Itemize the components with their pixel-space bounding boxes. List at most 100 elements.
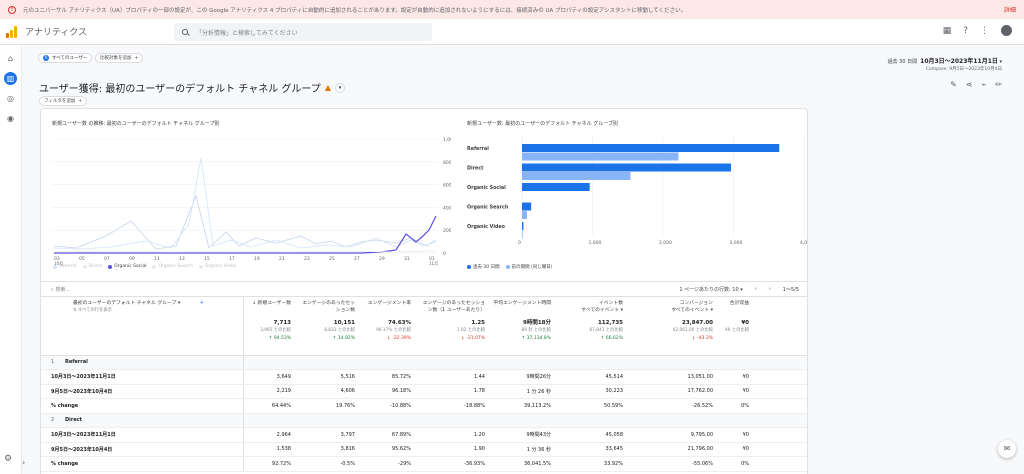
table-cell: 1.20 (415, 427, 489, 443)
segment-letter-icon: A (43, 55, 49, 61)
table-row: 9月5日～2023年10月4日 2,219 4,606 96.18% 1.78 1 分 2… (41, 384, 807, 399)
plus-icon: + (134, 55, 139, 61)
table-cell: 33.92% (555, 456, 627, 472)
table-cell: 95.62% (359, 442, 415, 457)
date-range-compare: Compare: 9月5日～2023年10月4日 (925, 67, 1002, 72)
banner-detail-link[interactable]: 詳細 (1003, 7, 1016, 14)
x-tick-label: 31 (404, 256, 410, 262)
table-cell: -36.93% (415, 456, 489, 472)
table-cell: 1 分 26 秒 (489, 384, 555, 399)
bar-current[interactable] (522, 202, 532, 211)
apps-grid-icon[interactable]: ▦ (942, 25, 952, 36)
warning-triangle-icon[interactable]: ▲ (324, 83, 331, 92)
table-search-input[interactable]: ⌕ 検索... (51, 286, 679, 293)
title-dropdown-icon[interactable]: ▾ (334, 82, 345, 93)
left-nav-rail: ⌂ ▥ ◎ ◉ ⚙ (0, 45, 22, 474)
legend-item-direct[interactable]: Direct (82, 264, 102, 269)
row-label: % change (41, 456, 244, 472)
table-cell: 19.76% (295, 398, 359, 414)
bar-current[interactable] (522, 183, 590, 191)
feedback-chat-icon[interactable]: ✉ (998, 440, 1016, 458)
advertising-icon[interactable]: ◉ (7, 114, 14, 123)
total-cell: 10,151 8,833 との比較 ↑ 14.92% (295, 317, 359, 356)
table-cell: 9,795.00 (627, 427, 717, 443)
page-title: ユーザー獲得: 最初のユーザーのデフォルト チャネル グループ (39, 84, 321, 95)
legend-item-organic-social[interactable]: Organic Social (108, 264, 146, 269)
category-label: Organic Video (467, 224, 506, 230)
report-actions: ✎ ⋖ ⌁ ✏ (950, 80, 1002, 89)
table-cell: 9時間43分 (489, 427, 555, 443)
column-header-event-count[interactable]: イベント数 すべてのイベント ▾ (581, 301, 623, 313)
x-tick-label: 4,000 (800, 240, 807, 246)
customize-report-icon[interactable]: ✎ (950, 80, 957, 89)
x-tick-label: 19 (254, 256, 260, 262)
table-cell: 1 分 36 秒 (489, 442, 555, 457)
share-icon[interactable]: ⋖ (965, 80, 973, 89)
table-cell: 3,797 (295, 427, 359, 443)
x-tick-label: 09 (129, 256, 135, 262)
total-cell: 9時間18分 89 秒 との比較 ↑ 37,134.8% (489, 317, 555, 356)
show-all-rows-link[interactable]: ⇅ すべての行を表示 (73, 308, 112, 313)
legend-item-organic-search[interactable]: Organic Search (152, 264, 193, 269)
column-header-avg-engagement-time[interactable]: 平均エンゲージメント時間 (493, 301, 551, 306)
date-range-picker[interactable]: 過去 30 日間 10月3日～2023年11月1日 ▾ Compare: 9月5日… (888, 56, 1002, 72)
column-header-engagement-rate[interactable]: エンゲージメント率 (367, 301, 411, 306)
column-header-new-users[interactable]: ↓ 新規ユーザー数 (251, 301, 291, 306)
search-placeholder: 「分析情報」と検索してみてください (196, 29, 298, 37)
category-label: Organic Search (467, 205, 509, 211)
help-icon[interactable]: ? (963, 25, 968, 36)
home-icon[interactable]: ⌂ (7, 54, 14, 63)
column-header-engaged-sessions[interactable]: エンゲージのあったセッション数 (302, 301, 355, 313)
expand-nav-icon[interactable]: › (22, 458, 26, 467)
app-name: アナリティクス (25, 28, 88, 38)
column-header-conversions[interactable]: コンバージョン すべてのイベント ▾ (671, 301, 713, 313)
bar-chart-legend: 過去 30 日間 前の期間 (同じ曜日) (467, 264, 553, 270)
insights-icon[interactable]: ⌁ (981, 80, 987, 89)
add-filter-button[interactable]: フィルタを追加 + (39, 96, 88, 106)
bar-previous[interactable] (522, 211, 527, 219)
add-dimension-icon[interactable]: + (199, 301, 204, 306)
total-cell: 23,847.00 42,061.00 との比較 ↓ -43.3% (627, 317, 717, 356)
next-page-icon[interactable]: › (768, 286, 771, 292)
column-header-engaged-sessions-per-user[interactable]: エンゲージのあったセッション数（1 ユーザーあたり） (422, 301, 485, 313)
rows-per-page-select[interactable]: 10 (732, 286, 739, 293)
prev-page-icon[interactable]: ‹ (754, 286, 757, 292)
table-row: 9月5日～2023年10月4日 1,538 3,816 95.62% 1.90 1 分 3… (41, 442, 807, 457)
add-compare-button[interactable]: 比較対象を追加 + (95, 53, 144, 63)
column-header-total-revenue[interactable]: 合計収益 (729, 301, 749, 306)
totals-row: 7,713 3,965 との比較 ↑ 94.53% 10,151 8,833 との比較 ↑… (41, 317, 807, 356)
legend-item-current[interactable]: 過去 30 日間 (467, 264, 500, 270)
bar-current[interactable] (522, 163, 731, 172)
settings-gear-icon[interactable]: ⚙ (4, 454, 13, 464)
bar-current[interactable] (522, 222, 524, 230)
table-toolbar: ⌕ 検索... 1 ページあたりの行数: 10 ▾ ‹ › 1～5/5 (41, 281, 807, 297)
date-range-label: 過去 30 日間 (887, 59, 918, 65)
table-cell: 0% (717, 398, 753, 414)
table-cell: -26.52% (627, 398, 717, 414)
table-cell: 5,516 (295, 369, 359, 385)
avatar[interactable] (1001, 25, 1012, 36)
table-search-placeholder: 検索... (55, 286, 71, 293)
bar-current[interactable] (522, 144, 780, 152)
legend-item-referral[interactable]: Referral (53, 264, 77, 269)
total-cell: 7,713 3,965 との比較 ↑ 94.53% (243, 317, 295, 356)
segment-chip-all-users[interactable]: A すべてのユーザー (38, 53, 93, 63)
dimension-header[interactable]: 最初のユーザーのデフォルト チャネル グループ ▾ + ⇅ すべての行を表示 (41, 297, 244, 317)
bar-previous[interactable] (522, 152, 679, 161)
search-input[interactable]: 「分析情報」と検索してみてください (174, 23, 432, 41)
category-label: Referral (467, 146, 489, 152)
x-tick-label: 11 (154, 256, 160, 262)
table-cell: -55.06% (627, 456, 717, 472)
plus-icon: + (78, 98, 83, 104)
more-vert-icon[interactable]: ⋮ (980, 25, 989, 36)
legend-item-organic-video[interactable]: Organic Video (198, 264, 236, 269)
table-cell: 3,649 (243, 369, 295, 385)
bar-previous[interactable] (522, 230, 523, 239)
reports-icon[interactable]: ▥ (4, 72, 17, 85)
legend-item-previous[interactable]: 前の期間 (同じ曜日) (505, 264, 553, 270)
y-tick-label: 400 (443, 205, 451, 211)
explore-icon[interactable]: ◎ (7, 94, 14, 103)
bar-previous[interactable] (522, 172, 631, 180)
arrow-up-icon: ↑ (332, 336, 338, 341)
edit-icon[interactable]: ✏ (995, 80, 1002, 89)
